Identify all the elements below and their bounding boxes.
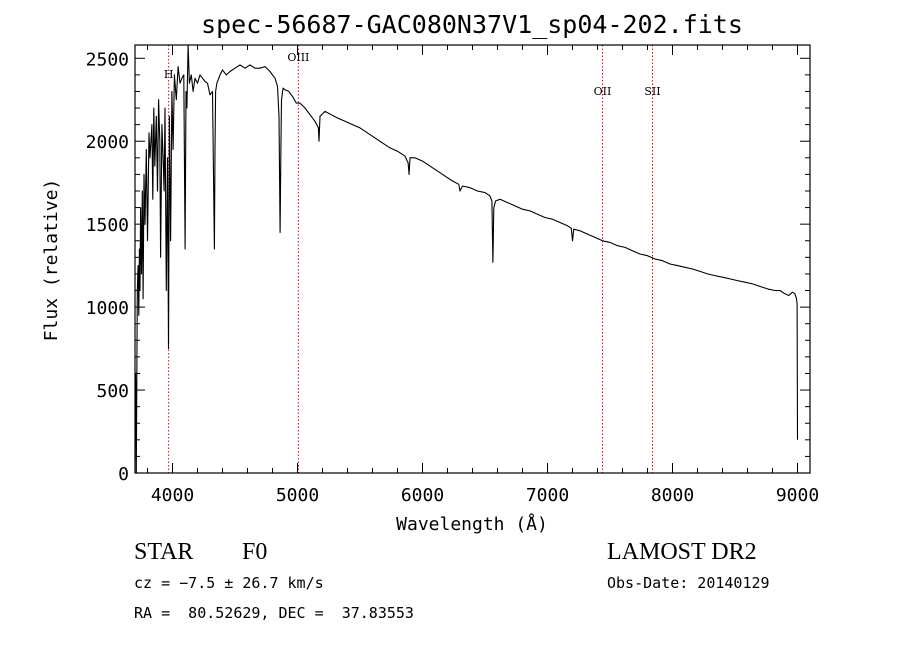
x-tick-label: 5000 — [276, 485, 319, 506]
y-tick-label: 500 — [96, 381, 129, 402]
x-tick-label: 4000 — [151, 485, 194, 506]
survey-name: LAMOST DR2 — [607, 539, 757, 565]
y-tick-label: 0 — [118, 464, 129, 485]
y-tick-label: 2000 — [86, 132, 129, 153]
redshift-cz: cz = −7.5 ± 26.7 km/s — [134, 574, 324, 592]
obs-date: Obs-Date: 20140129 — [607, 574, 770, 592]
y-axis-label: Flux (relative) — [41, 179, 62, 342]
x-axis-label: Wavelength (Å) — [396, 513, 548, 535]
y-tick-label: 1000 — [86, 298, 129, 319]
subclass: F0 — [242, 539, 268, 565]
chart-title: spec-56687-GAC080N37V1_sp04-202.fits — [201, 10, 743, 39]
marker-label-oii: OII — [594, 85, 612, 98]
spectral-line-markers: H OIII OII SII — [164, 45, 661, 473]
plot-frame — [134, 44, 811, 474]
x-tick-label: 6000 — [401, 485, 444, 506]
y-tick-label: 2500 — [86, 49, 129, 70]
marker-label-oiii: OIII — [287, 51, 309, 64]
marker-label-h: H — [164, 68, 174, 81]
x-tick-label: 9000 — [776, 485, 819, 506]
x-tick-label: 7000 — [526, 485, 569, 506]
object-class: STAR — [134, 539, 194, 565]
x-axis-ticks: 4000 5000 6000 7000 8000 9000 — [147, 45, 819, 506]
x-tick-label: 8000 — [651, 485, 694, 506]
coordinates: RA = 80.52629, DEC = 37.83553 — [134, 604, 414, 622]
y-tick-label: 1500 — [86, 215, 129, 236]
marker-label-sii: SII — [644, 85, 660, 98]
y-axis-ticks: 0 500 1000 1500 2000 2500 — [86, 49, 810, 485]
spectrum-line — [135, 44, 799, 474]
